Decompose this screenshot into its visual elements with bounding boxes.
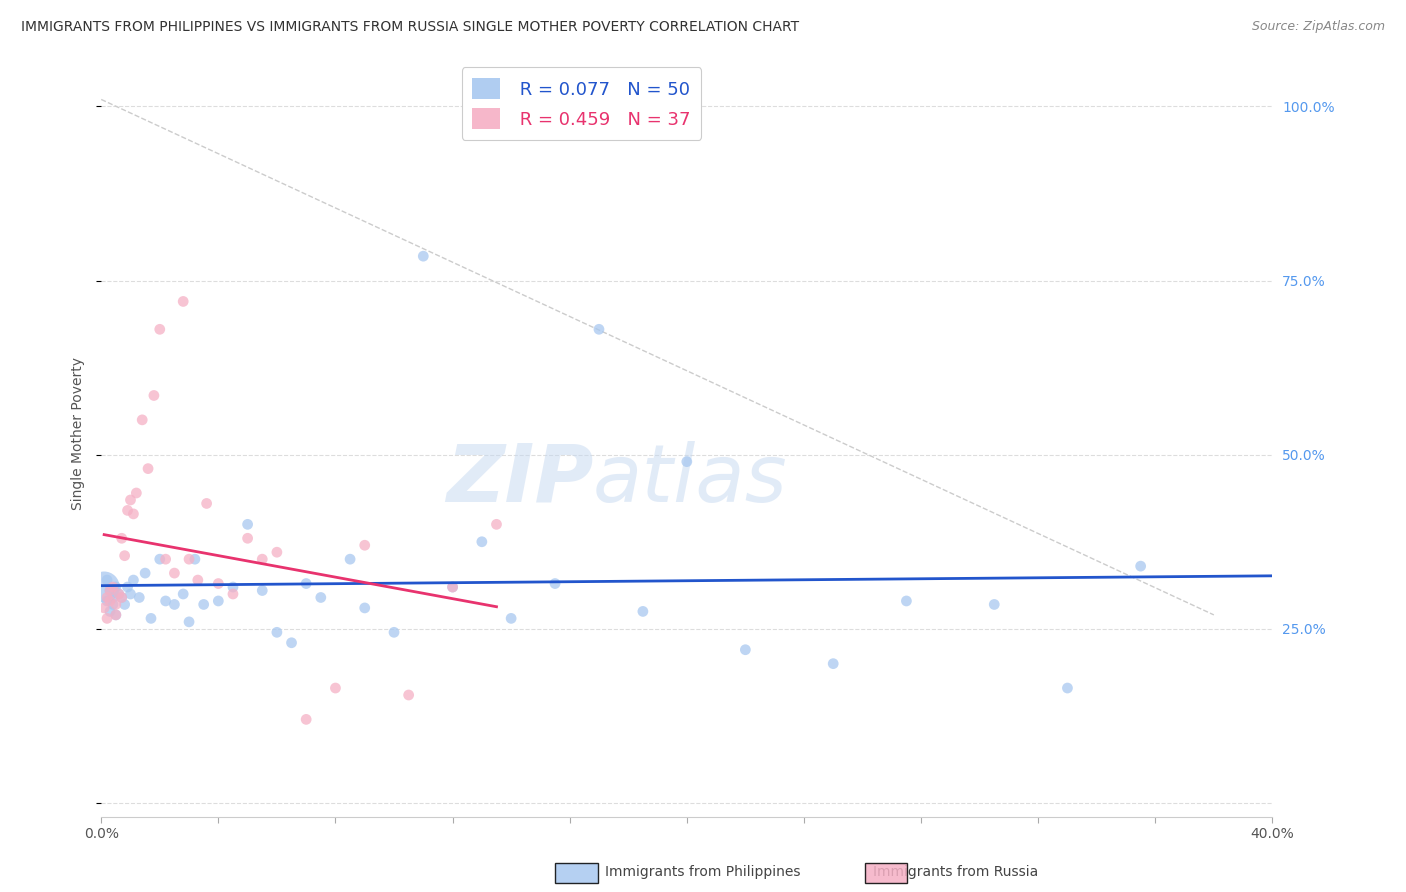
Point — [107, 587, 129, 601]
Point — [136, 461, 159, 475]
Point — [441, 580, 464, 594]
Point — [96, 594, 118, 608]
Point — [207, 594, 229, 608]
Point — [120, 492, 142, 507]
Point — [325, 681, 347, 695]
Point — [236, 531, 259, 545]
Point — [117, 503, 139, 517]
Point — [104, 580, 127, 594]
Point — [134, 566, 156, 580]
Point — [172, 294, 194, 309]
Point — [155, 594, 177, 608]
Point — [412, 249, 434, 263]
Text: atlas: atlas — [593, 441, 787, 519]
Point — [107, 587, 129, 601]
Point — [823, 657, 845, 671]
Point — [983, 598, 1005, 612]
Point — [101, 591, 124, 605]
Point — [339, 552, 361, 566]
Point — [98, 604, 121, 618]
Point — [309, 591, 332, 605]
Point — [139, 611, 162, 625]
Point — [266, 545, 288, 559]
Point — [222, 580, 245, 594]
Legend:  R = 0.077   N = 50,  R = 0.459   N = 37: R = 0.077 N = 50, R = 0.459 N = 37 — [461, 68, 702, 140]
Point — [122, 573, 145, 587]
Point — [184, 552, 207, 566]
Point — [101, 598, 124, 612]
Point — [172, 587, 194, 601]
Point — [252, 583, 274, 598]
Point — [1056, 681, 1078, 695]
Point — [104, 598, 127, 612]
Point — [101, 580, 124, 594]
Point — [236, 517, 259, 532]
Point — [125, 486, 148, 500]
Point — [117, 580, 139, 594]
Point — [128, 591, 150, 605]
Text: Source: ZipAtlas.com: Source: ZipAtlas.com — [1251, 20, 1385, 33]
Point — [734, 642, 756, 657]
Point — [471, 534, 494, 549]
Point — [485, 517, 508, 532]
Point — [631, 604, 654, 618]
Point — [353, 538, 375, 552]
Point — [96, 611, 118, 625]
Point — [96, 573, 118, 587]
Point — [501, 611, 523, 625]
Point — [441, 580, 464, 594]
Point — [111, 591, 134, 605]
Point — [295, 712, 318, 726]
Point — [398, 688, 420, 702]
Point — [896, 594, 918, 608]
Point — [1129, 559, 1152, 574]
Point — [120, 587, 142, 601]
Text: Immigrants from Russia: Immigrants from Russia — [873, 865, 1039, 880]
Point — [114, 598, 136, 612]
Point — [122, 507, 145, 521]
Y-axis label: Single Mother Poverty: Single Mother Poverty — [72, 358, 86, 510]
Point — [114, 549, 136, 563]
Point — [187, 573, 209, 587]
Point — [98, 583, 121, 598]
Point — [93, 580, 115, 594]
Point — [266, 625, 288, 640]
Point — [207, 576, 229, 591]
Point — [93, 601, 115, 615]
Point — [163, 598, 186, 612]
Point — [149, 322, 172, 336]
Text: IMMIGRANTS FROM PHILIPPINES VS IMMIGRANTS FROM RUSSIA SINGLE MOTHER POVERTY CORR: IMMIGRANTS FROM PHILIPPINES VS IMMIGRANT… — [21, 20, 799, 34]
Text: ZIP: ZIP — [446, 441, 593, 519]
Point — [280, 636, 302, 650]
Point — [195, 496, 218, 510]
Point — [353, 601, 375, 615]
Point — [544, 576, 567, 591]
Point — [193, 598, 215, 612]
Point — [588, 322, 610, 336]
Point — [131, 413, 153, 427]
Point — [177, 615, 200, 629]
Point — [98, 583, 121, 598]
Point — [104, 607, 127, 622]
Point — [163, 566, 186, 580]
Text: Immigrants from Philippines: Immigrants from Philippines — [605, 865, 801, 880]
Point — [222, 587, 245, 601]
Point — [111, 531, 134, 545]
Point — [177, 552, 200, 566]
Point — [149, 552, 172, 566]
Point — [104, 607, 127, 622]
Point — [142, 388, 165, 402]
Point — [96, 591, 118, 605]
Point — [252, 552, 274, 566]
Point — [295, 576, 318, 591]
Point — [98, 594, 121, 608]
Point — [382, 625, 405, 640]
Point — [675, 455, 697, 469]
Point — [111, 591, 134, 605]
Point — [155, 552, 177, 566]
